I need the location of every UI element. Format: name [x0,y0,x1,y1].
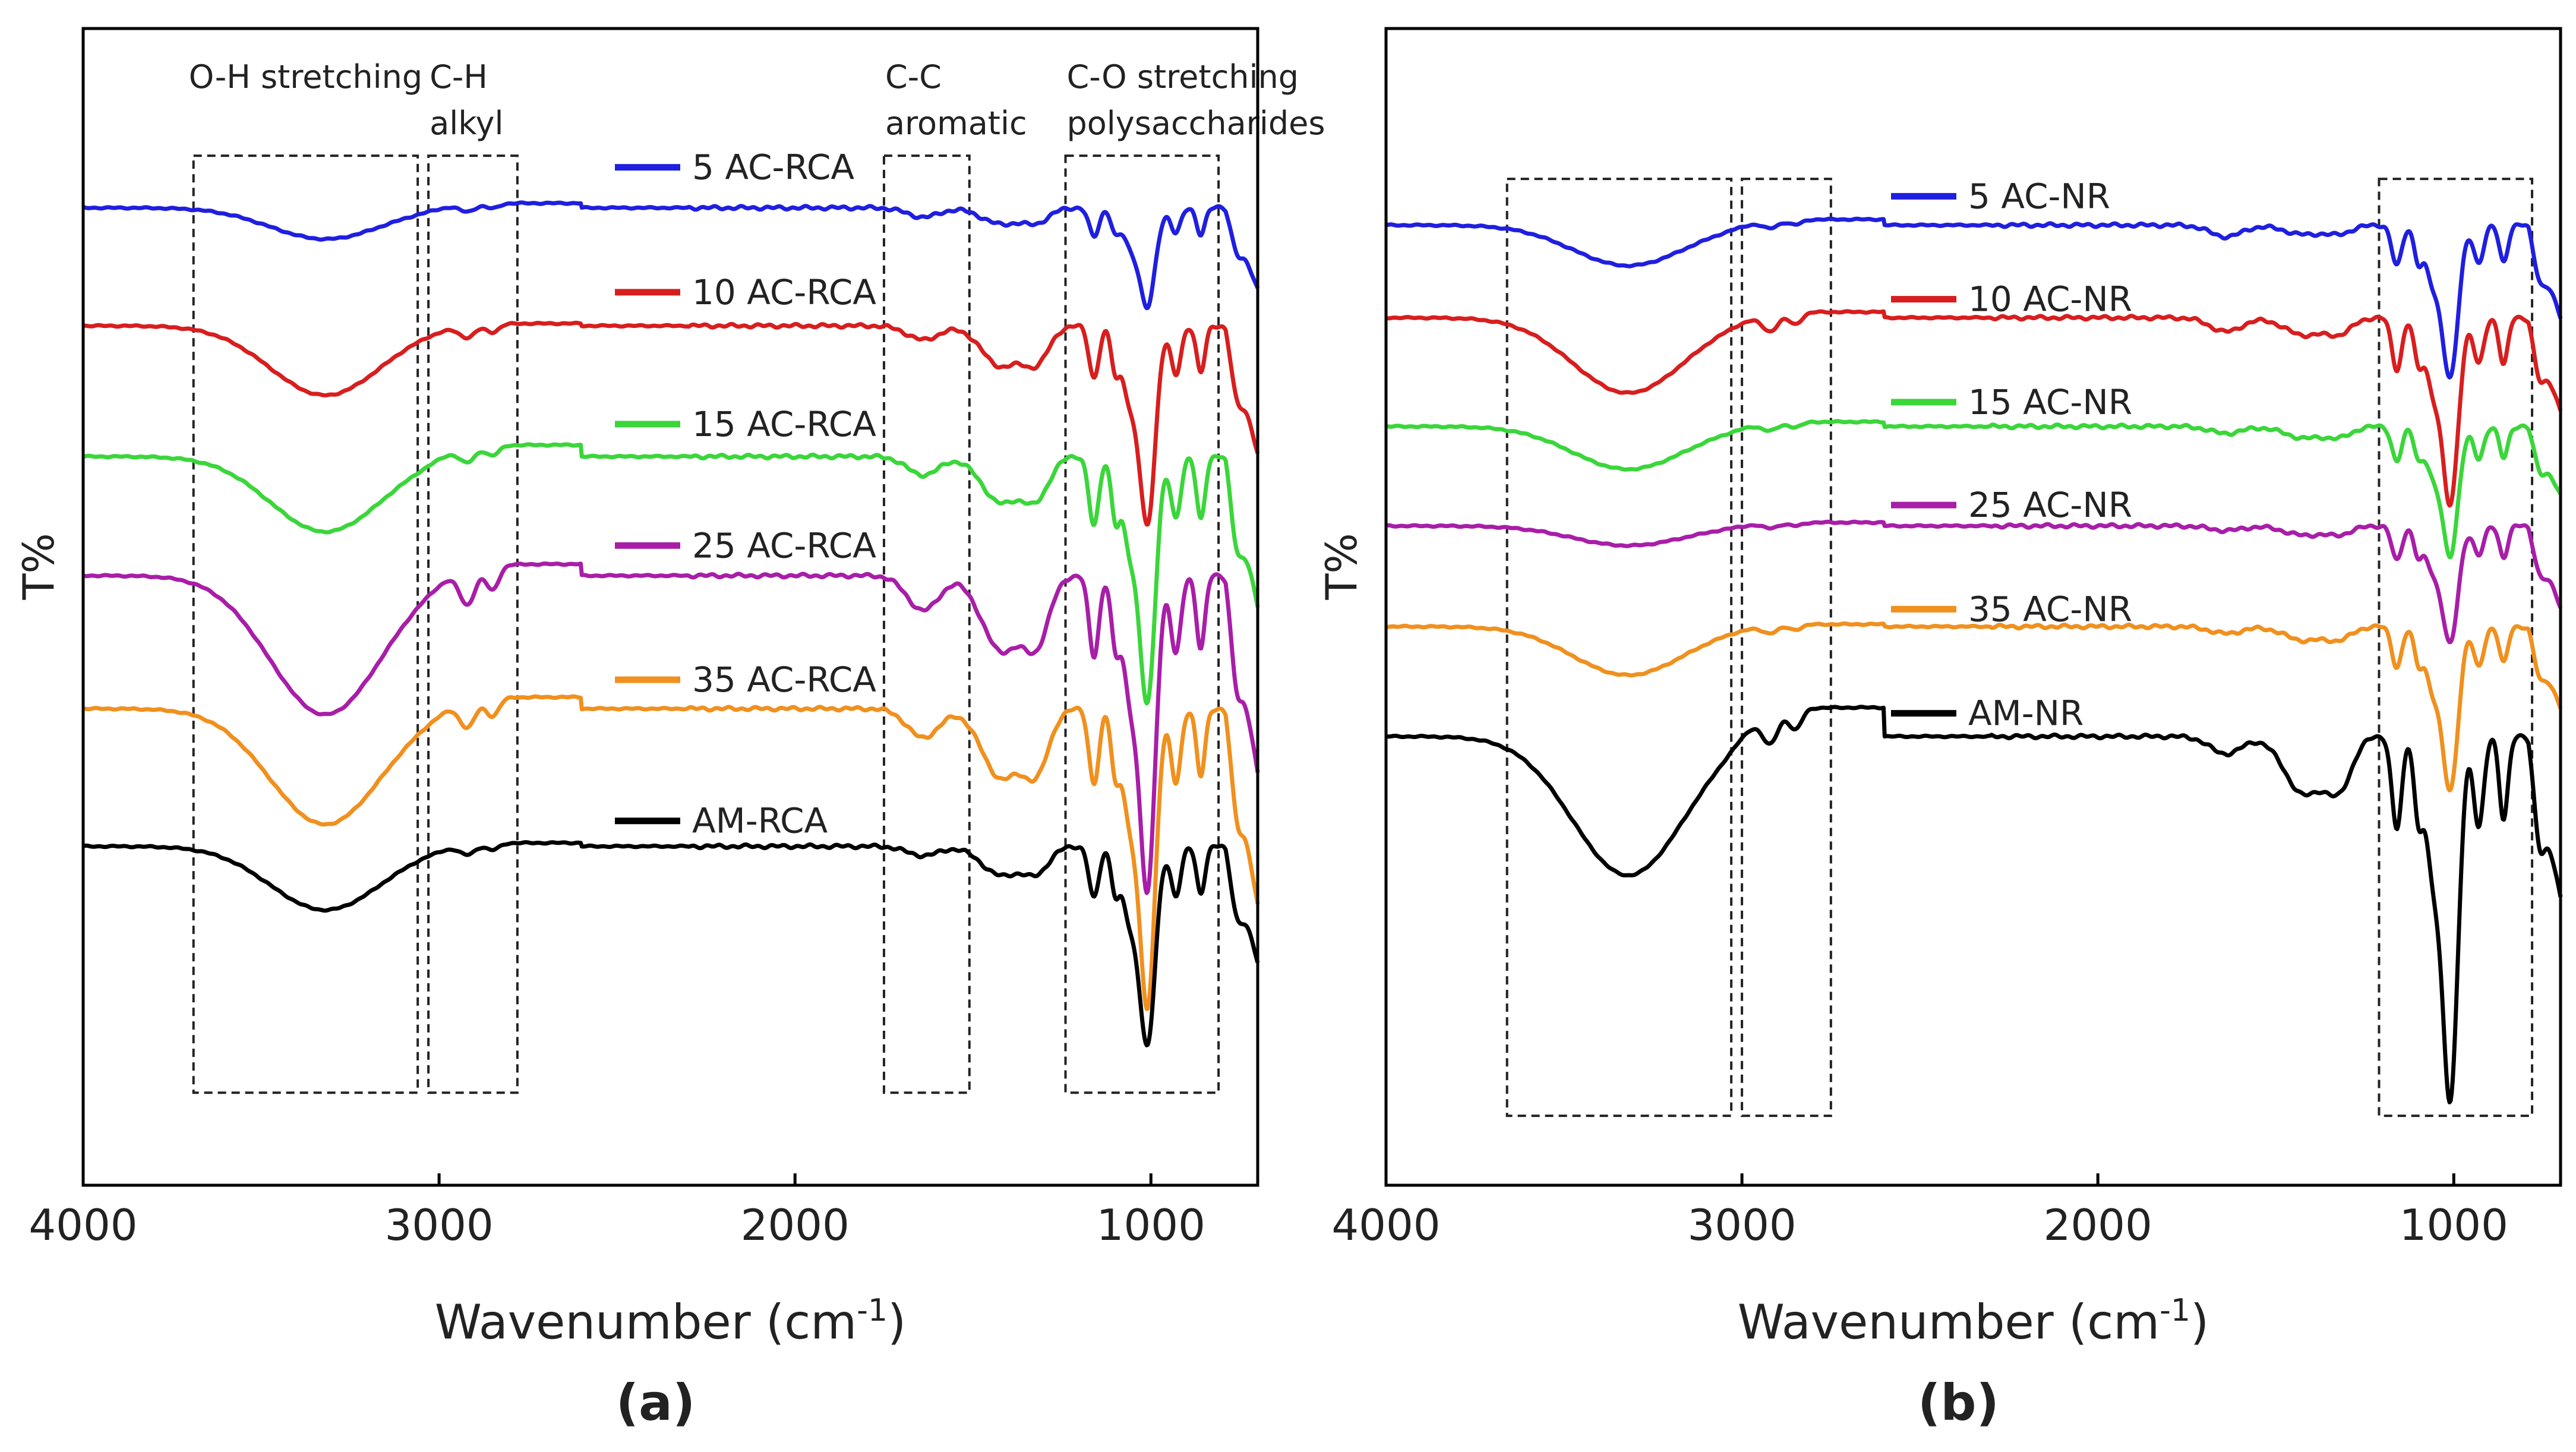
panel-b-series-line [1385,309,2563,508]
panel-b-series-line [1385,621,2563,793]
panel-b-label: (b) [1918,1374,1999,1432]
panel-a-region-label: C-C [885,58,942,96]
panel-a-x-tick-label: 2000 [741,1200,850,1250]
panel-a-region-box [427,154,519,1094]
panel-b-x-axis-label-superscript: -1 [2160,1293,2190,1328]
panel-a-series-line [82,561,1260,895]
panel-b-region-box [1505,178,1733,1118]
panel-b-series-line [1385,519,2563,645]
panel-b-legend-label: 25 AC-NR [1968,485,2132,525]
panel-a-legend-label: 35 AC-RCA [692,659,876,700]
panel-b-x-tick-label: 4000 [1331,1200,1440,1250]
panel-b-x-tick-label: 2000 [2044,1200,2152,1250]
panel-a-series [82,200,1260,1047]
panel-a-legend-label: 10 AC-RCA [692,272,876,313]
panel-a-label: (a) [616,1374,695,1432]
panel-b-series-line [1385,705,2563,1104]
panel-b-x-axis-label-close: ) [2190,1295,2209,1350]
panel-a-x-tick-label: 4000 [29,1200,137,1250]
panel-a-regions: O-H stretching C-H alkyl C-C aromatic C-O str… [189,58,1325,1094]
panel-b-x-ticks: 4000 3000 2000 1000 [1331,1173,2508,1250]
panel-b-series-line [1385,216,2563,380]
panel-b-axes-frame [1384,27,2562,1187]
panel-b-y-axis-label: T% [1317,533,1366,600]
panel-a-series-line [82,320,1260,527]
panel-a-region-label: C-H [430,58,488,96]
panel-b-legend-label: 10 AC-NR [1968,279,2132,320]
panel-a-region-label: C-O stretching [1066,58,1299,96]
panel-a-y-axis-label: T% [14,533,64,600]
panel-a-x-axis-label-close: ) [888,1295,906,1350]
panel-a-region-label: aromatic [885,105,1027,142]
panel-a-region-box [882,154,971,1094]
panel-a-x-ticks: 4000 3000 2000 1000 [29,1173,1205,1250]
panel-a-region-box [1064,154,1220,1094]
panel-b-x-tick-label: 1000 [2400,1200,2508,1250]
panel-a-axes-frame [81,27,1259,1187]
panel-a-region-label: O-H stretching [189,58,422,96]
panel-a-region-label: polysaccharides [1066,105,1325,142]
panel-a-series-line [82,200,1260,311]
panel-a-region-box [192,154,419,1094]
panel-b: 5 AC-NR 10 AC-NR 15 AC-NR 25 AC-NR 35 AC-NR A… [1317,27,2563,1432]
panel-a-legend-label: 25 AC-RCA [692,525,876,566]
panel-a-series-line [82,840,1260,1047]
panel-b-x-axis-label: Wavenumber (cm-1) [1738,1293,2209,1350]
panel-b-x-axis-label-main: Wavenumber (cm [1738,1295,2160,1350]
panel-a: O-H stretching C-H alkyl C-C aromatic C-O str… [14,27,1325,1432]
panel-a-legend-label: 15 AC-RCA [692,404,876,444]
panel-b-x-tick-label: 3000 [1687,1200,1796,1250]
panel-b-legend-label: 5 AC-NR [1968,176,2110,216]
panel-b-legend: 5 AC-NR 10 AC-NR 15 AC-NR 25 AC-NR 35 AC-NR A… [1891,176,2132,734]
panel-a-x-axis-label-superscript: -1 [857,1293,888,1328]
panel-a-legend-label: 5 AC-RCA [692,147,854,188]
panel-a-x-tick-label: 3000 [384,1200,493,1250]
panel-a-x-axis-label: Wavenumber (cm-1) [435,1293,906,1350]
panel-a-series-line [82,442,1260,706]
panel-a-x-axis-label-main: Wavenumber (cm [435,1295,857,1350]
panel-a-region-label: alkyl [430,105,503,142]
panel-b-legend-label: 35 AC-NR [1968,589,2132,629]
panel-b-region-box [1741,178,1832,1118]
panel-a-x-tick-label: 1000 [1097,1200,1205,1250]
panel-b-series-line [1385,419,2563,560]
panel-a-legend: 5 AC-RCA 10 AC-RCA 15 AC-RCA 25 AC-RCA 35 AC… [615,147,876,841]
panel-a-legend-label: AM-RCA [692,801,828,841]
panel-a-series-line [82,694,1260,1011]
panel-b-series [1385,216,2563,1104]
panel-b-legend-label: 15 AC-NR [1968,382,2132,422]
panel-b-legend-label: AM-NR [1968,693,2083,734]
